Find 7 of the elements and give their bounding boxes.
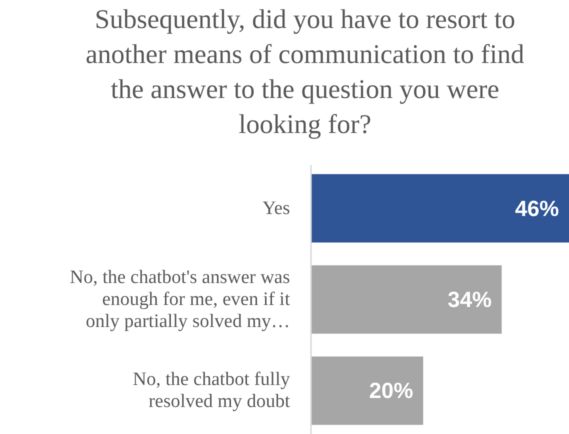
chart-title: Subsequently, did you have to resort to another means of communication to find the answer to the question you were looking for? [86, 4, 525, 139]
data-label: 20% [369, 378, 414, 404]
y-tick-label: No, the chatbot fully resolved my doubt [132, 369, 291, 412]
data-label: 46% [514, 196, 559, 221]
y-tick-label: No, the chatbot's answer was enough for me, even if it only partially solved my… [70, 267, 291, 332]
y-tick-label: Yes [262, 198, 290, 219]
data-label: 34% [448, 287, 492, 312]
